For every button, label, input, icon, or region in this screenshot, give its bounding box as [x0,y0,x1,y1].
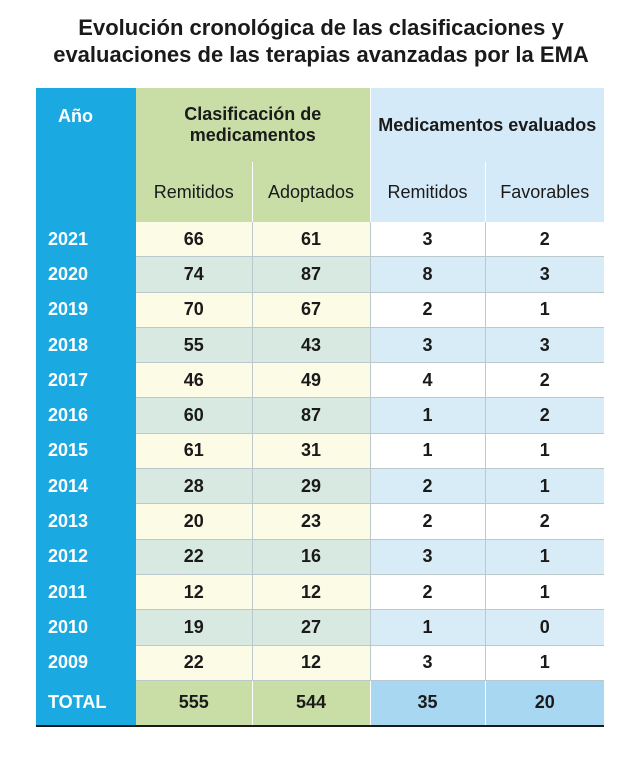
cell-classification-adoptados: 29 [251,468,370,505]
cell-classification-remitidos: 46 [136,362,252,399]
cell-evaluated-remitidos: 3 [369,222,485,258]
total-row: TOTAL 555 544 35 20 [36,680,605,727]
cell-evaluated-remitidos: 2 [369,503,485,540]
total-label: TOTAL [36,680,136,727]
year-cell: 2014 [36,468,136,505]
cell-evaluated-favorables: 0 [484,609,605,646]
ema-table: Año Clasificación de medicamentos Medica… [36,88,605,727]
cell-evaluated-remitidos: 2 [369,292,485,328]
cell-classification-remitidos: 28 [136,468,252,505]
table-row: 2020 74 87 8 3 [36,256,605,293]
table-row: 2021 66 61 3 2 [36,222,605,258]
table-row: 2017 46 49 4 2 [36,362,605,399]
cell-evaluated-remitidos: 3 [369,539,485,575]
cell-classification-remitidos: 19 [136,609,252,646]
title-line-1: Evolución cronológica de las clasificaci… [78,15,564,40]
cell-classification-adoptados: 67 [251,292,370,328]
cell-evaluated-remitidos: 4 [369,362,485,399]
cell-classification-remitidos: 70 [136,292,252,328]
cell-evaluated-favorables: 1 [484,574,605,611]
table-row: 2019 70 67 2 1 [36,292,605,328]
sub-header-classification-adoptados: Adoptados [251,162,370,222]
table-row: 2011 12 12 2 1 [36,574,605,611]
cell-evaluated-remitidos: 1 [369,433,485,470]
table-row: 2009 22 12 3 1 [36,645,605,681]
sub-header-classification-remitidos: Remitidos [136,162,252,222]
evaluated-header: Medicamentos evaluados [369,88,605,162]
year-cell: 2021 [36,222,136,258]
cell-evaluated-favorables: 1 [484,433,605,470]
cell-evaluated-remitidos: 3 [369,645,485,681]
table-row: 2013 20 23 2 2 [36,503,605,540]
cell-classification-adoptados: 49 [251,362,370,399]
cell-classification-remitidos: 61 [136,433,252,470]
year-cell: 2016 [36,397,136,434]
classification-header: Clasificación de medicamentos [136,88,370,162]
cell-classification-remitidos: 60 [136,397,252,434]
total-classification-remitidos: 555 [136,680,252,727]
cell-classification-adoptados: 27 [251,609,370,646]
cell-evaluated-favorables: 1 [484,539,605,575]
year-cell: 2010 [36,609,136,646]
cell-evaluated-favorables: 3 [484,256,605,293]
cell-evaluated-remitidos: 1 [369,397,485,434]
cell-classification-remitidos: 20 [136,503,252,540]
year-cell: 2020 [36,256,136,293]
year-cell: 2013 [36,503,136,540]
year-cell: 2018 [36,327,136,364]
cell-classification-adoptados: 43 [251,327,370,364]
year-cell: 2015 [36,433,136,470]
cell-classification-adoptados: 12 [251,645,370,681]
cell-evaluated-favorables: 3 [484,327,605,364]
year-cell: 2012 [36,539,136,575]
cell-evaluated-favorables: 1 [484,645,605,681]
table-row: 2014 28 29 2 1 [36,468,605,505]
cell-classification-remitidos: 22 [136,645,252,681]
table-body: 2021 66 61 3 2 2020 74 87 8 3 2019 70 67 2 1 2018 55 43 3 3… [36,222,605,727]
table-row: 2015 61 31 1 1 [36,433,605,470]
cell-evaluated-remitidos: 8 [369,256,485,293]
title-line-2: evaluaciones de las terapias avanzadas p… [53,42,589,67]
total-evaluated-remitidos: 35 [369,680,485,727]
cell-evaluated-favorables: 2 [484,503,605,540]
cell-evaluated-remitidos: 1 [369,609,485,646]
cell-classification-remitidos: 12 [136,574,252,611]
chart-title: Evolución cronológica de las clasificaci… [0,14,642,68]
year-cell: 2019 [36,292,136,328]
cell-evaluated-favorables: 2 [484,362,605,399]
year-cell: 2017 [36,362,136,399]
cell-evaluated-favorables: 1 [484,468,605,505]
cell-evaluated-remitidos: 3 [369,327,485,364]
cell-classification-remitidos: 66 [136,222,252,258]
cell-classification-remitidos: 22 [136,539,252,575]
table-row: 2012 22 16 3 1 [36,539,605,575]
year-cell: 2009 [36,645,136,681]
cell-classification-adoptados: 87 [251,256,370,293]
table-row: 2016 60 87 1 2 [36,397,605,434]
year-header: Año [36,88,136,222]
cell-classification-adoptados: 12 [251,574,370,611]
cell-classification-remitidos: 74 [136,256,252,293]
total-classification-adoptados: 544 [251,680,370,727]
year-cell: 2011 [36,574,136,611]
cell-evaluated-remitidos: 2 [369,574,485,611]
cell-classification-adoptados: 23 [251,503,370,540]
table-row: 2018 55 43 3 3 [36,327,605,364]
cell-classification-adoptados: 16 [251,539,370,575]
cell-evaluated-favorables: 2 [484,222,605,258]
sub-header-evaluated-favorables: Favorables [484,162,605,222]
cell-classification-adoptados: 87 [251,397,370,434]
cell-evaluated-favorables: 1 [484,292,605,328]
cell-evaluated-favorables: 2 [484,397,605,434]
cell-classification-remitidos: 55 [136,327,252,364]
sub-header-evaluated-remitidos: Remitidos [369,162,485,222]
table-row: 2010 19 27 1 0 [36,609,605,646]
cell-classification-adoptados: 61 [251,222,370,258]
cell-evaluated-remitidos: 2 [369,468,485,505]
total-evaluated-favorables: 20 [484,680,605,727]
cell-classification-adoptados: 31 [251,433,370,470]
